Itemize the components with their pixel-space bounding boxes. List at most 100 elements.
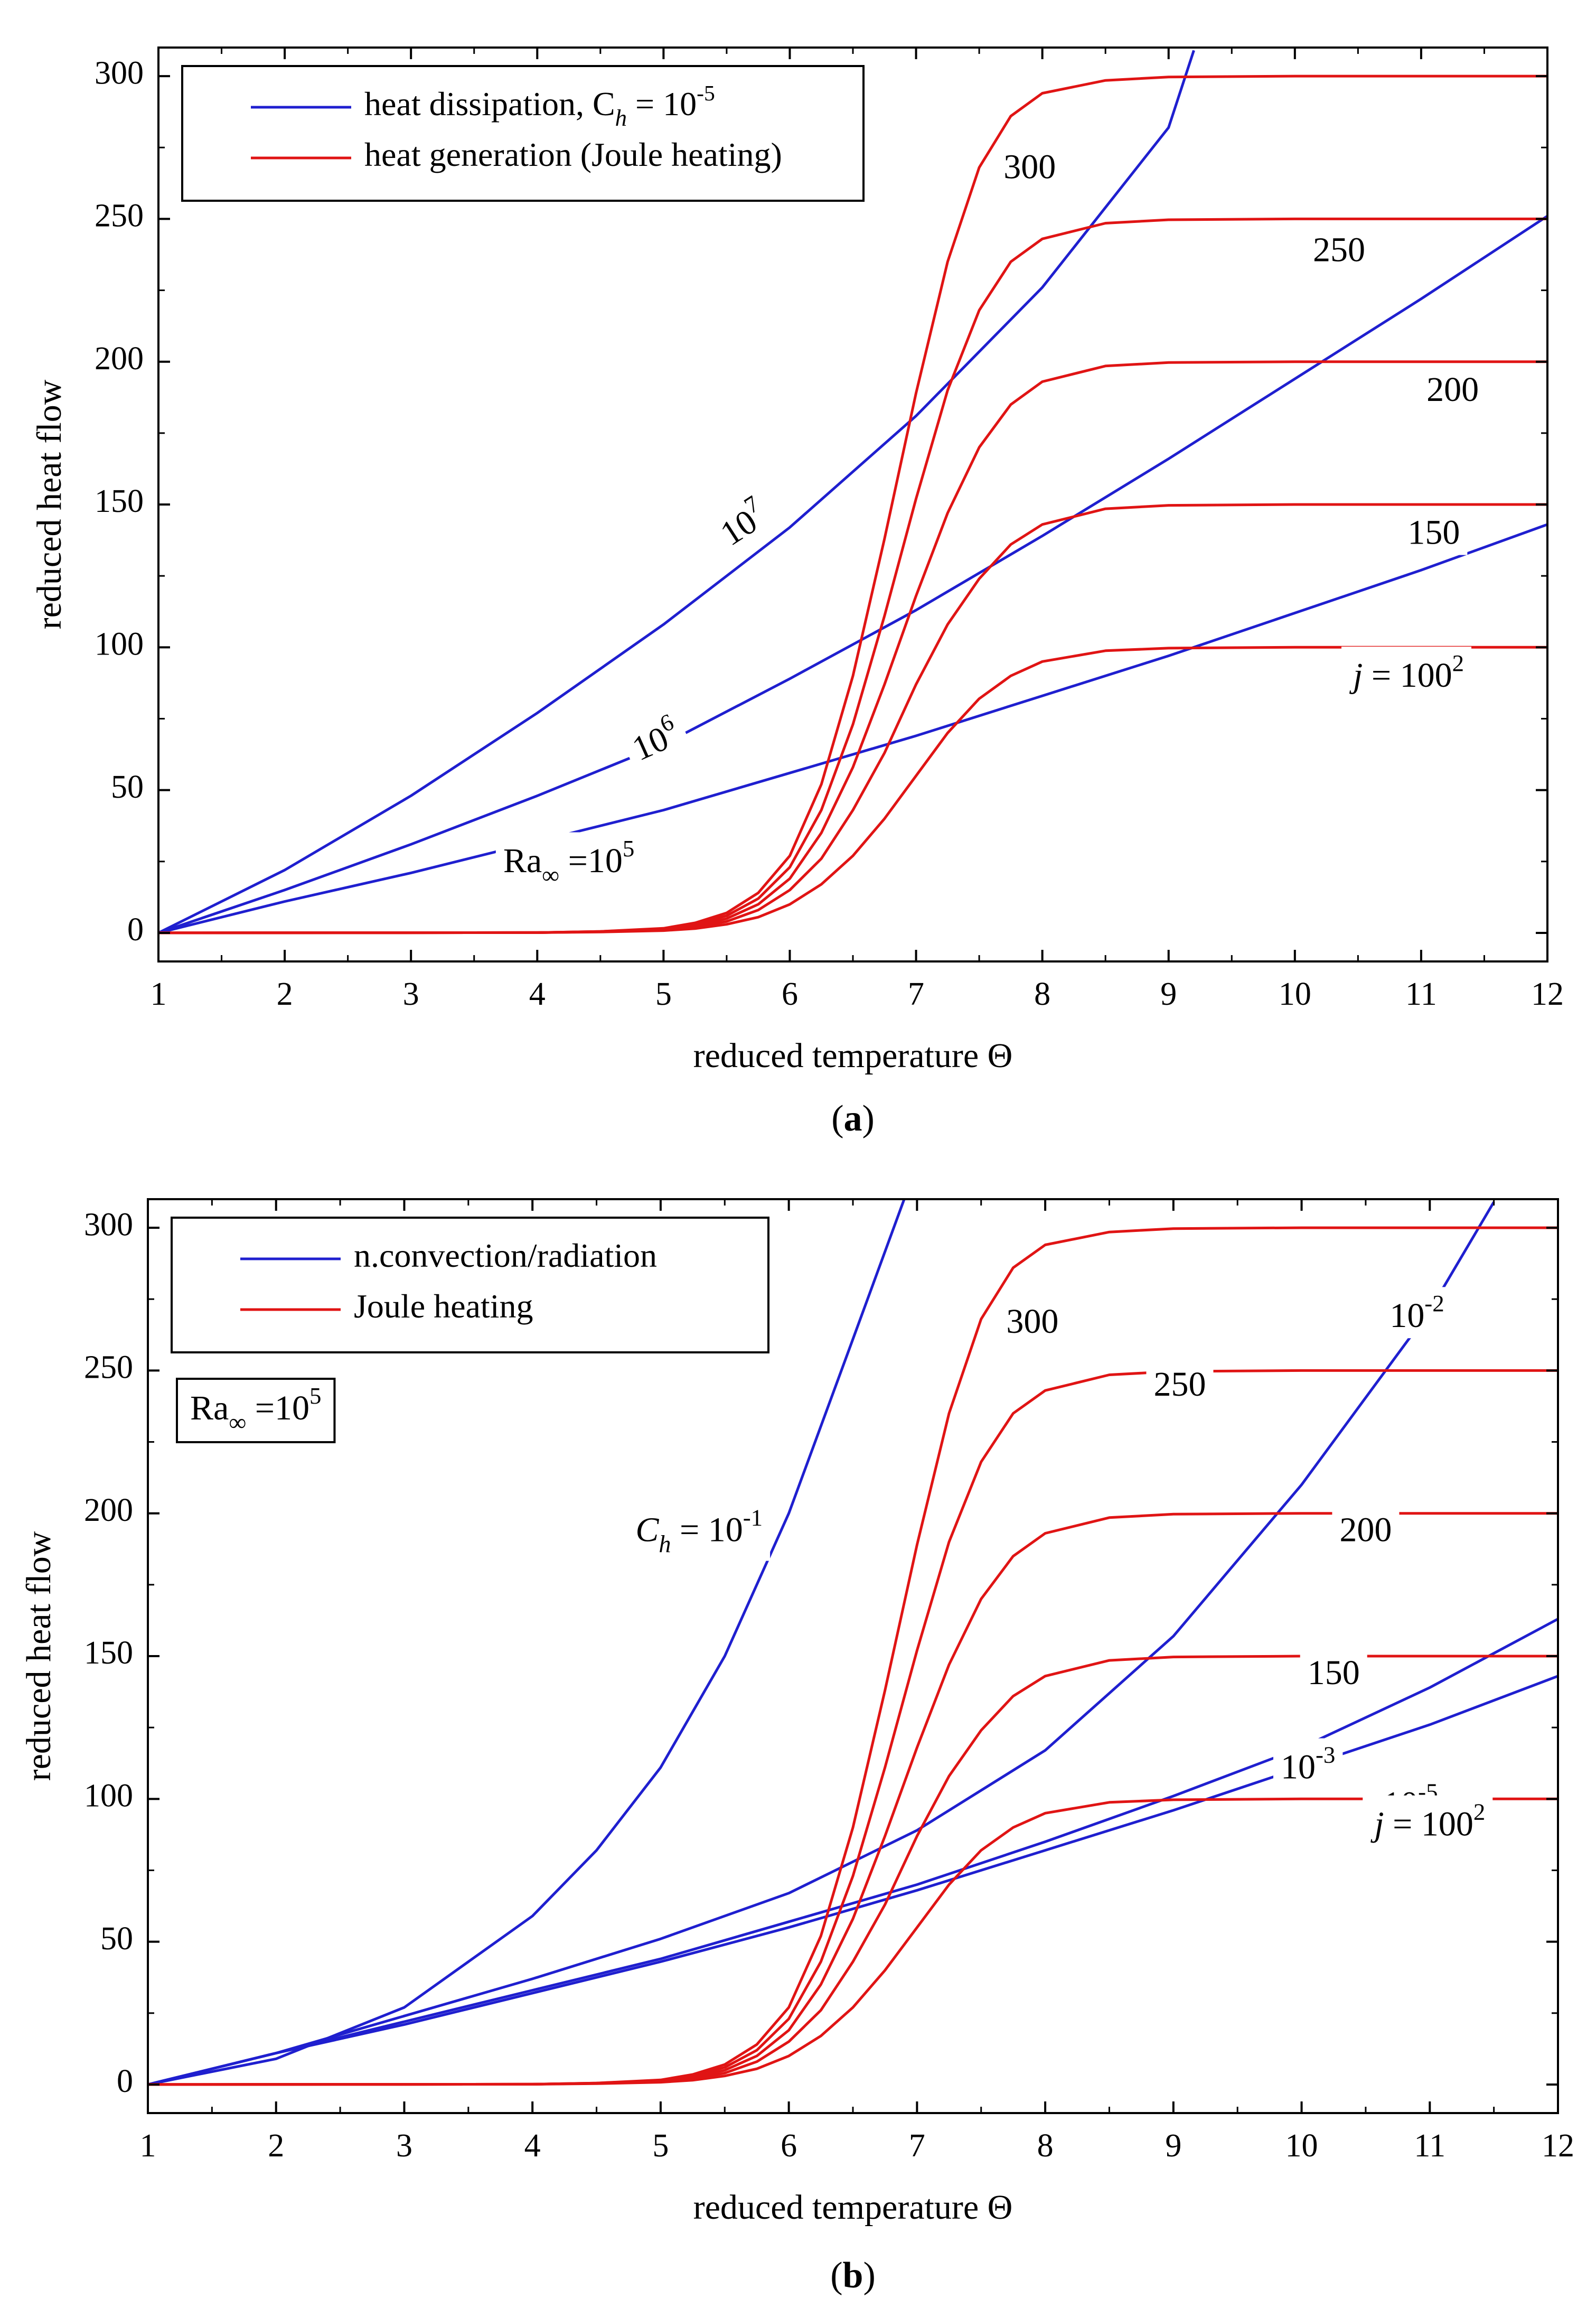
pa-legend-box <box>181 65 865 202</box>
pa-curve-label-bg-2 <box>495 832 642 892</box>
pb-ytick-label-50: 50 <box>100 1921 133 1957</box>
pa-curve-label-bg-3 <box>996 144 1064 190</box>
pb-curve-label-group-2: 250 <box>1146 1361 1214 1407</box>
pb-ytick-label-150: 150 <box>84 1635 133 1671</box>
pb-ytick-label-0: 0 <box>117 2063 133 2099</box>
pb-series-generation-4 <box>148 1797 1558 2086</box>
pb-curve-label-group-6: 10-3 <box>1273 1738 1343 1790</box>
pb-series-dissipation-2 <box>148 1201 1495 2086</box>
pb-curve-label-2: 250 <box>1153 1365 1206 1404</box>
pa-xtick-label-3: 3 <box>403 976 419 1012</box>
pa-curve-label-bg-0 <box>702 483 782 560</box>
pb-curve-label-3: 200 <box>1339 1511 1392 1549</box>
pa-legend: heat dissipation, Ch = 10-5 heat generati… <box>181 65 865 202</box>
pb-curve-label-group-8: j = 1002 <box>1363 1795 1493 1847</box>
pa-ytick-label-100: 100 <box>95 627 144 662</box>
pb-panel-label: (b) <box>830 2255 876 2296</box>
pa-ytick-label-150: 150 <box>95 483 144 519</box>
pb-curve-label-bg-3 <box>1332 1507 1400 1553</box>
pb-curve-label-bg-0 <box>628 1501 771 1561</box>
pa-series-group <box>158 50 1547 935</box>
pb-boxed-note-text: Ra∞ =105 <box>190 1382 321 1436</box>
pa-ytick-label-300: 300 <box>95 55 144 91</box>
pb-ytick-label-200: 200 <box>84 1492 133 1528</box>
pa-curve-label-bg-5 <box>1419 367 1487 413</box>
pb-curve-label-6: 10-3 <box>1281 1742 1335 1787</box>
pb-curve-label-4: 150 <box>1308 1653 1360 1692</box>
pa-ytick-label-50: 50 <box>111 769 144 805</box>
pb-curve-label-group-4: 150 <box>1300 1650 1367 1695</box>
pa-xtick-label-7: 7 <box>908 976 924 1012</box>
pa-xtick-label-4: 4 <box>529 976 546 1012</box>
pb-series-dissipation-1 <box>148 1618 1558 2086</box>
pa-series-dissipation-1 <box>158 214 1547 935</box>
pb-ytick-label-300: 300 <box>84 1207 133 1242</box>
pb-curve-label-1: 300 <box>1006 1302 1058 1341</box>
pa-xtick-label-10: 10 <box>1279 976 1311 1012</box>
pa-curve-label-2: Ra∞ =105 <box>503 835 634 889</box>
pa-series-dissipation-2 <box>158 50 1195 935</box>
pa-xtick-label-12: 12 <box>1531 976 1564 1012</box>
pb-boxed-note: Ra∞ =105 <box>176 1378 336 1443</box>
pa-curve-label-bg-6 <box>1400 510 1468 555</box>
pa-xtick-label-8: 8 <box>1034 976 1050 1012</box>
pb-xtick-label-2: 2 <box>268 2128 284 2164</box>
pb-xtick-label-10: 10 <box>1285 2128 1318 2164</box>
pb-curve-label-0: Ch = 10-1 <box>635 1505 763 1558</box>
pb-xtick-label-3: 3 <box>396 2128 412 2164</box>
pa-xtick-label-5: 5 <box>655 976 672 1012</box>
pb-series-dissipation-3 <box>148 1199 906 2086</box>
pb-xtick-label-12: 12 <box>1542 2128 1574 2164</box>
pb-series-generation-5 <box>148 1655 1558 2086</box>
pa-series-generation-6 <box>158 217 1547 935</box>
pb-curve-label-bg-4 <box>1300 1650 1367 1695</box>
pb-legend-box <box>171 1217 769 1353</box>
pb-y-axis-title: reduced heat flow <box>20 1531 58 1781</box>
pb-curve-label-8: j = 1002 <box>1370 1799 1485 1844</box>
pa-curve-label-group-1: 106 <box>616 702 693 774</box>
pa-curve-label-7: j = 1002 <box>1349 650 1464 695</box>
pa-xtick-label-1: 1 <box>151 976 167 1012</box>
pa-legend-label-1: heat generation (Joule heating) <box>364 136 782 173</box>
pa-xtick-label-6: 6 <box>782 976 798 1012</box>
pb-boxed-note-frame <box>176 1378 336 1443</box>
pa-ytick-label-250: 250 <box>95 198 144 234</box>
pa-series-generation-7 <box>158 74 1547 935</box>
pb-legend-label-0: n.convection/radiation <box>354 1237 657 1274</box>
pb-curve-label-bg-2 <box>1146 1361 1214 1407</box>
pb-xtick-label-9: 9 <box>1165 2128 1181 2164</box>
pa-curve-label-group-3: 300 <box>996 144 1064 190</box>
pb-curve-label-group-5: 10-2 <box>1382 1287 1452 1339</box>
pa-xtick-label-11: 11 <box>1405 976 1437 1012</box>
pa-ytick-label-0: 0 <box>127 912 144 948</box>
pa-ytick-label-200: 200 <box>95 341 144 377</box>
pa-series-generation-4 <box>158 503 1547 935</box>
pa-curve-label-group-5: 200 <box>1419 367 1487 413</box>
pa-curve-label-group-6: 150 <box>1400 510 1468 555</box>
pb-xtick-label-11: 11 <box>1414 2128 1445 2164</box>
pb-legend-label-1: Joule heating <box>354 1287 533 1325</box>
pa-xtick-label-9: 9 <box>1160 976 1177 1012</box>
pa-curve-label-6: 150 <box>1407 513 1460 552</box>
pb-xtick-label-5: 5 <box>652 2128 669 2164</box>
pa-curve-label-group-4: 250 <box>1306 227 1373 273</box>
pb-curve-label-5: 10-2 <box>1390 1290 1444 1335</box>
pa-y-axis-title: reduced heat flow <box>30 379 69 629</box>
pb-curve-label-bg-6 <box>1273 1738 1343 1790</box>
pa-curve-label-5: 200 <box>1426 370 1479 409</box>
pa-curve-label-3: 300 <box>1003 148 1056 186</box>
pa-curve-label-4: 250 <box>1313 230 1365 269</box>
pb-curve-label-group-0: Ch = 10-1 <box>628 1501 771 1561</box>
pb-curve-label-bg-1 <box>999 1299 1066 1344</box>
pb-ytick-label-250: 250 <box>84 1350 133 1386</box>
pb-ytick-label-100: 100 <box>84 1778 133 1814</box>
pb-curve-label-group-3: 200 <box>1332 1507 1400 1553</box>
pb-xtick-label-4: 4 <box>524 2128 541 2164</box>
pb-series-generation-8 <box>148 1226 1558 2086</box>
pb-xtick-label-7: 7 <box>909 2128 925 2164</box>
pa-x-axis-title: reduced temperature Θ <box>693 1036 1013 1075</box>
pa-series-generation-3 <box>158 646 1547 935</box>
pb-legend: n.convection/radiation Joule heating <box>171 1217 769 1353</box>
